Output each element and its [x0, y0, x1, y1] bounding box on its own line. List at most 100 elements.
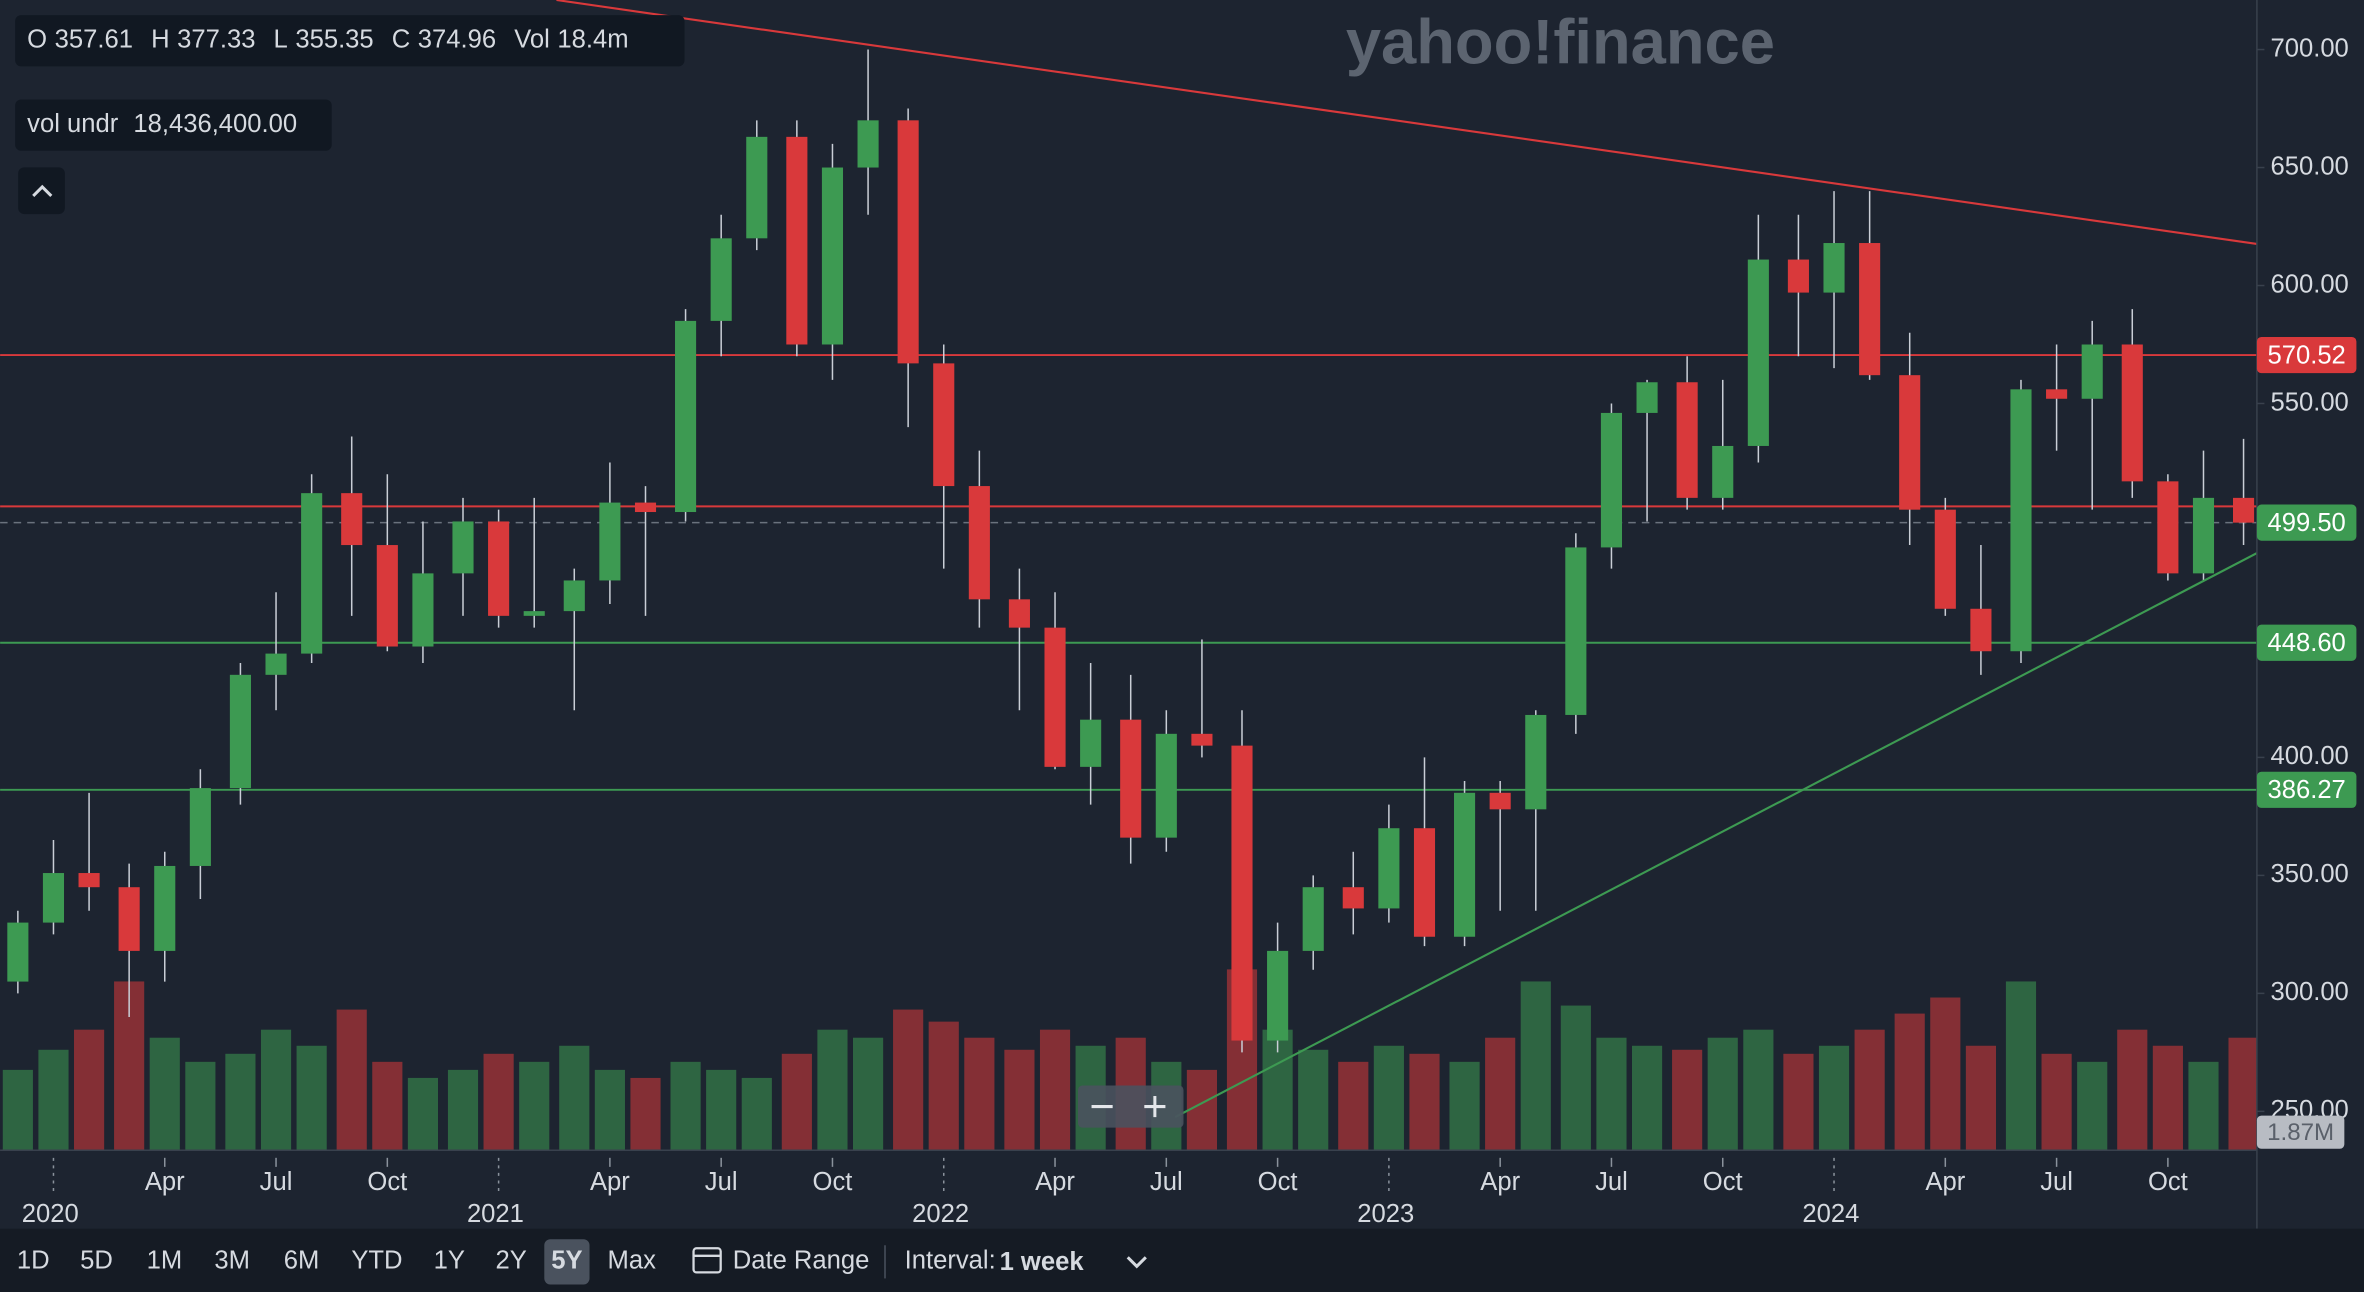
interval-label: Interval:	[905, 1247, 996, 1275]
volume-bar	[781, 1053, 812, 1151]
volume-bar	[1485, 1037, 1516, 1151]
indicator-legend: vol undr 18,436,400.00	[27, 110, 297, 138]
volume-bar	[1004, 1049, 1035, 1151]
toolbar	[0, 1228, 2364, 1292]
candle-body	[1747, 259, 1769, 446]
candle-body	[2010, 389, 2032, 652]
volume-bar	[1672, 1049, 1703, 1151]
price-label-box	[2256, 624, 2357, 661]
candle-body	[7, 922, 29, 982]
legend-key: C	[392, 25, 411, 53]
range-button[interactable]: 3M	[214, 1247, 250, 1275]
volume-bar	[483, 1053, 514, 1151]
price-label-box	[2256, 771, 2357, 808]
range-button[interactable]: 1D	[17, 1247, 50, 1275]
volume-bar	[2117, 1029, 2148, 1151]
volume-layer	[2, 969, 2257, 1151]
range-button[interactable]: Max	[608, 1247, 657, 1275]
zoom-control	[1077, 1085, 1184, 1128]
legend-key: L	[274, 25, 288, 53]
range-button[interactable]: 5Y	[551, 1247, 582, 1275]
candle-body	[1155, 733, 1177, 838]
legend-value: 355.35	[295, 25, 373, 53]
x-year-label: 2021	[467, 1200, 524, 1228]
volume-bar	[741, 1077, 772, 1151]
trendline	[1174, 552, 2257, 1118]
y-tick-label: 700.00	[2270, 34, 2348, 62]
y-tick-label: 400.00	[2270, 742, 2348, 770]
volume-bar	[2, 1069, 33, 1151]
volume-bar	[2152, 1045, 2183, 1151]
candle-body	[2081, 344, 2103, 399]
candle-body	[746, 136, 768, 239]
candle-body	[710, 238, 732, 321]
candle-body	[154, 865, 176, 951]
x-year-label: 2020	[22, 1200, 79, 1228]
volume-bar	[519, 1061, 550, 1151]
price-label: 448.60	[2267, 629, 2345, 657]
y-tick-label: 550.00	[2270, 388, 2348, 416]
volume-bar	[336, 1009, 367, 1151]
axis-layer: 250.00300.00350.00400.00450.00500.00550.…	[22, 34, 2349, 1228]
candle-body	[2157, 481, 2179, 574]
range-buttons: 1D 5D 1M 3M 6M YTD 1Y 2Y 5Y Max	[17, 1239, 657, 1285]
range-button[interactable]: 2Y	[495, 1247, 526, 1275]
price-label: 499.50	[2267, 509, 2345, 537]
interval-dropdown[interactable]	[1126, 1256, 1147, 1269]
volume-bar	[149, 1037, 180, 1151]
volume-bar	[1449, 1061, 1480, 1151]
volume-bar	[1965, 1045, 1996, 1151]
candle-body	[301, 493, 323, 654]
volume-bar	[372, 1061, 403, 1151]
x-month-label: Apr	[1035, 1168, 1075, 1196]
candle-body	[118, 887, 140, 951]
candle-body	[786, 136, 808, 345]
y-tick-label: 600.00	[2270, 270, 2348, 298]
range-button[interactable]: 5D	[80, 1247, 113, 1275]
range-button[interactable]: 6M	[284, 1247, 320, 1275]
x-month-label: Apr	[1480, 1168, 1520, 1196]
ohlc-legend: O 357.61 H 377.33 L 355.35 C 374.96 Vol 18.4m	[27, 25, 628, 53]
x-month-label: Jul	[2040, 1168, 2073, 1196]
candle-body	[634, 502, 657, 513]
date-range-button[interactable]: Date Range	[733, 1247, 870, 1275]
range-button[interactable]: 1M	[147, 1247, 183, 1275]
ohlc-box	[15, 15, 685, 67]
range-button[interactable]: YTD	[351, 1247, 402, 1275]
candle-body	[376, 545, 398, 647]
candle-body	[2192, 497, 2215, 574]
candle-body	[189, 788, 211, 866]
x-month-label: Oct	[2148, 1168, 2188, 1196]
volume-bar	[1373, 1045, 1404, 1151]
x-month-label: Jul	[260, 1168, 293, 1196]
candle-body	[897, 120, 919, 364]
candle-body	[1712, 445, 1734, 498]
indicator-value: 18,436,400.00	[133, 110, 297, 138]
volume-bar	[1631, 1045, 1663, 1151]
x-month-label: Jul	[1595, 1168, 1628, 1196]
candle-body	[341, 493, 363, 546]
x-month-label: Oct	[1258, 1168, 1298, 1196]
legend-key: O	[27, 25, 47, 53]
legend-key: Vol	[514, 25, 550, 53]
y-tick-label: 650.00	[2270, 152, 2348, 180]
price-label: 386.27	[2267, 776, 2345, 804]
x-year-label: 2022	[912, 1200, 969, 1228]
legend-value: 377.33	[177, 25, 255, 53]
range-button[interactable]: 1Y	[434, 1247, 465, 1275]
y-tick-label: 350.00	[2270, 860, 2348, 888]
candle-body	[1636, 382, 1658, 413]
candle-body	[563, 580, 585, 612]
legend-value: 357.61	[55, 25, 133, 53]
candle-body	[1600, 412, 1623, 548]
volume-bar	[1930, 997, 1961, 1151]
candle-body	[1823, 243, 1845, 293]
candle-body	[1191, 733, 1213, 746]
candle-body	[1676, 382, 1698, 498]
candle-body	[1231, 745, 1253, 1041]
price-label: 570.52	[2267, 341, 2345, 369]
interval-value[interactable]: 1 week	[1000, 1248, 1085, 1276]
volume-bar	[630, 1077, 661, 1151]
candle-body	[821, 167, 844, 345]
collapse-button[interactable]	[18, 167, 65, 215]
